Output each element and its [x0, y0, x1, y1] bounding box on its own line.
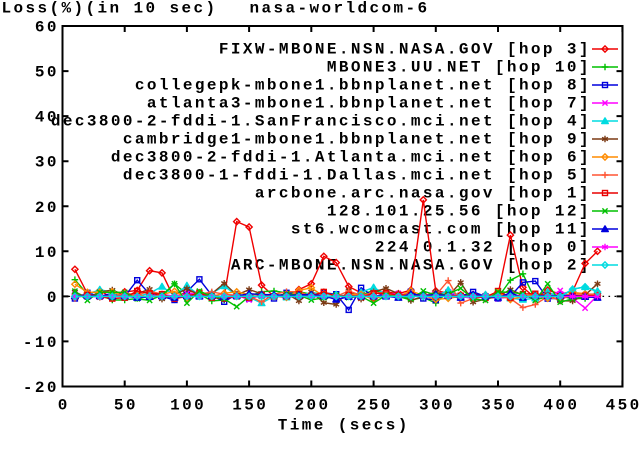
svg-text:224.0.1.32 [hop 0]: 224.0.1.32 [hop 0]	[375, 239, 591, 257]
svg-text:50: 50	[35, 64, 59, 82]
svg-text:ARC-MBONE.NSN.NASA.GOV [hop 2]: ARC-MBONE.NSN.NASA.GOV [hop 2]	[231, 257, 591, 275]
svg-text:250: 250	[357, 397, 393, 415]
svg-text:10: 10	[35, 244, 59, 262]
svg-text:st6.wcomcast.com [hop 11]: st6.wcomcast.com [hop 11]	[291, 221, 591, 239]
svg-text:60: 60	[35, 19, 59, 37]
svg-text:atlanta3-mbone1.bbnplanet.net: atlanta3-mbone1.bbnplanet.net [hop 7]	[147, 95, 591, 113]
svg-text:dec3800-1-fddi-1.Dallas.mci.ne: dec3800-1-fddi-1.Dallas.mci.net [hop 5]	[123, 167, 591, 185]
svg-text:30: 30	[35, 154, 59, 172]
svg-text:0: 0	[47, 289, 59, 307]
svg-text:FIXW-MBONE.NSN.NASA.GOV [hop 3: FIXW-MBONE.NSN.NASA.GOV [hop 3]	[219, 41, 591, 59]
svg-text:300: 300	[419, 397, 455, 415]
svg-text:200: 200	[295, 397, 331, 415]
svg-text:450: 450	[606, 397, 640, 415]
svg-text:-20: -20	[23, 379, 59, 397]
svg-text:20: 20	[35, 199, 59, 217]
svg-text:400: 400	[543, 397, 579, 415]
svg-text:40: 40	[35, 109, 59, 127]
svg-text:dec3800-2-fddi-1.Atlanta.mci.n: dec3800-2-fddi-1.Atlanta.mci.net [hop 6]	[111, 149, 591, 167]
svg-text:dec3800-2-fddi-1.SanFrancisco.: dec3800-2-fddi-1.SanFrancisco.mci.net [h…	[51, 113, 591, 131]
svg-text:MBONE3.UU.NET [hop 10]: MBONE3.UU.NET [hop 10]	[327, 59, 591, 77]
svg-text:arcbone.arc.nasa.gov [hop 1]: arcbone.arc.nasa.gov [hop 1]	[255, 185, 591, 203]
svg-text:0: 0	[58, 397, 70, 415]
svg-text:collegepk-mbone1.bbnplanet.net: collegepk-mbone1.bbnplanet.net [hop 8]	[135, 77, 591, 95]
svg-text:100: 100	[170, 397, 206, 415]
svg-text:Loss(%)(in 10 sec): Loss(%)(in 10 sec)	[2, 0, 218, 18]
svg-text:50: 50	[114, 397, 138, 415]
svg-text:150: 150	[232, 397, 268, 415]
svg-text:-10: -10	[23, 334, 59, 352]
svg-text:nasa-worldcom-6: nasa-worldcom-6	[250, 0, 430, 18]
svg-text:350: 350	[481, 397, 517, 415]
svg-text:128.101.25.56 [hop 12]: 128.101.25.56 [hop 12]	[327, 203, 591, 221]
svg-text:Time (secs): Time (secs)	[278, 417, 410, 435]
svg-text:cambridge1-mbone1.bbnplanet.ne: cambridge1-mbone1.bbnplanet.net [hop 9]	[123, 131, 591, 149]
